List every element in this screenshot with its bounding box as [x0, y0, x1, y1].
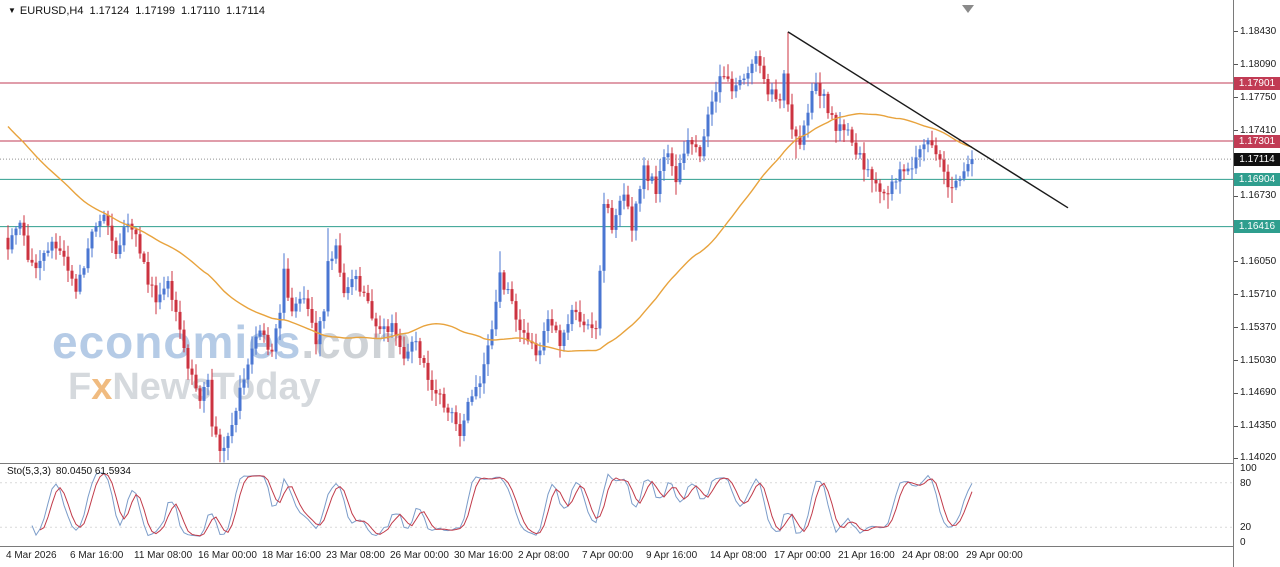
price-badge: 1.17901: [1234, 76, 1280, 90]
candles: [6, 31, 974, 463]
price-axis-tick: [1234, 64, 1238, 66]
stochastic-canvas[interactable]: [0, 463, 1233, 547]
quote-close: 1.17114: [225, 5, 265, 17]
price-axis-label: 1.16050: [1240, 255, 1277, 267]
time-axis-label: 16 Mar 00:00: [198, 550, 257, 561]
sto-axis-label: 20: [1240, 522, 1252, 534]
price-axis-tick: [1234, 425, 1238, 427]
price-axis[interactable]: 1.18430 1.18090 1.17750 1.17410 1.16730 1.160…: [1233, 0, 1280, 567]
price-axis-label: 1.18090: [1240, 58, 1277, 70]
price-badge: 1.17301: [1234, 134, 1280, 148]
sto-axis-label: 0: [1240, 537, 1246, 548]
price-axis-label: 1.15370: [1240, 321, 1277, 333]
quote-low: 1.17110: [181, 5, 220, 17]
quote-high: 1.17199: [135, 5, 176, 17]
moving-average-line[interactable]: [7, 112, 973, 353]
indicator-values: 80.0450 61.5934: [55, 466, 131, 477]
time-axis-label: 6 Mar 16:00: [70, 550, 124, 561]
price-badge: 1.16416: [1234, 220, 1280, 234]
time-axis-label: 4 Mar 2026: [6, 550, 57, 561]
time-axis-label: 23 Mar 08:00: [326, 550, 385, 561]
main-chart-canvas[interactable]: [0, 0, 1233, 463]
price-axis-tick: [1234, 457, 1238, 459]
price-axis-tick: [1234, 261, 1238, 263]
quote-open: 1.17124: [89, 5, 130, 17]
price-axis-label: 1.14020: [1240, 452, 1277, 464]
quote-header: ▼ EURUSD,H4 1.17124 1.17199 1.17110 1.17114: [8, 5, 265, 17]
price-badge: 1.17114: [1234, 152, 1280, 166]
symbol-timeframe-label: EURUSD,H4: [19, 5, 84, 17]
trendline[interactable]: [787, 31, 1069, 209]
price-axis-tick: [1234, 327, 1238, 329]
time-axis-label: 24 Apr 08:00: [902, 550, 959, 561]
indicator-label: Sto(5,3,3) 80.0450 61.5934: [7, 466, 136, 477]
time-axis-label: 7 Apr 00:00: [582, 550, 634, 561]
sto-axis-label: 100: [1240, 463, 1257, 474]
time-axis-label: 26 Mar 00:00: [390, 550, 449, 561]
time-axis-label: 11 Mar 08:00: [134, 550, 193, 561]
price-axis-label: 1.17750: [1240, 91, 1277, 103]
price-axis-tick: [1234, 294, 1238, 296]
price-axis-tick: [1234, 130, 1238, 131]
price-axis-tick: [1234, 392, 1238, 394]
price-axis-label: 1.18430: [1240, 25, 1277, 37]
price-axis-label: 1.14350: [1240, 420, 1277, 432]
price-axis-label: 1.15030: [1240, 354, 1277, 366]
chart-shift-marker[interactable]: [962, 5, 974, 13]
price-axis-label: 1.14690: [1240, 387, 1277, 399]
time-axis-label: 14 Apr 08:00: [710, 550, 767, 561]
time-axis-label: 29 Apr 00:00: [966, 550, 1023, 561]
price-axis-label: 1.15710: [1240, 288, 1277, 300]
time-axis-label: 17 Apr 00:00: [774, 550, 831, 561]
indicator-name: Sto(5,3,3): [7, 466, 51, 477]
price-axis-tick: [1234, 195, 1238, 197]
price-axis-tick: [1234, 31, 1238, 33]
collapse-quote-icon[interactable]: ▼: [8, 6, 16, 15]
sto-axis-label: 80: [1240, 477, 1252, 489]
time-axis-label: 2 Apr 08:00: [518, 550, 570, 561]
price-axis-tick: [1234, 97, 1238, 99]
time-axis-label: 30 Mar 16:00: [454, 550, 513, 561]
time-axis-label: 9 Apr 16:00: [646, 550, 698, 561]
price-axis-label: 1.17410: [1240, 124, 1277, 136]
time-axis[interactable]: 4 Mar 2026 6 Mar 16:00 11 Mar 08:00 16 Mar …: [0, 547, 1233, 567]
time-axis-label: 18 Mar 16:00: [262, 550, 321, 561]
sto-main-line: [31, 472, 973, 537]
watermark-tagline: FxNewsToday: [68, 366, 321, 409]
price-axis-tick: [1234, 360, 1238, 361]
time-axis-label: 21 Apr 16:00: [838, 550, 895, 561]
price-badge: 1.16904: [1234, 172, 1280, 186]
sto-signal-line: [39, 472, 973, 537]
price-axis-label: 1.16730: [1240, 190, 1277, 202]
